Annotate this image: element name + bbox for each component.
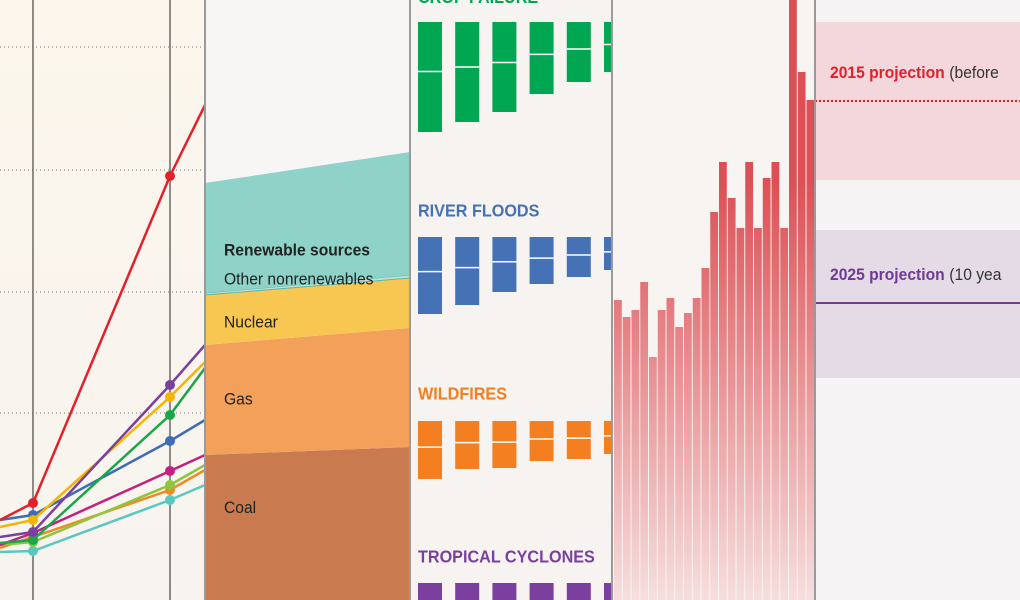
- series-label: Coal: [224, 499, 256, 518]
- bar: [604, 22, 612, 72]
- bar: [566, 22, 591, 82]
- chart-panel: Coal Gas Nuclear Other nonrenewables Renewab…: [205, 152, 410, 600]
- data-point: [165, 171, 175, 181]
- bar: [710, 212, 719, 600]
- area-segment: [205, 328, 410, 455]
- bar: [566, 583, 591, 600]
- bar: [736, 228, 745, 600]
- data-point: [165, 410, 175, 420]
- bar: [780, 228, 789, 600]
- bar: [604, 237, 612, 270]
- projection-label: 2025 projection (10 yea: [830, 266, 1002, 285]
- bar: [529, 237, 554, 284]
- bar: [529, 421, 554, 461]
- series-label: Other nonrenewables: [224, 270, 373, 289]
- area-segment: [205, 447, 410, 600]
- bar: [418, 421, 442, 479]
- bar: [684, 313, 692, 600]
- series-line: [0, 463, 205, 547]
- bar: [692, 298, 701, 600]
- bar: [455, 22, 480, 122]
- projection-band: [815, 22, 1020, 180]
- bar: [614, 300, 622, 600]
- bar: [492, 22, 517, 112]
- bar: [640, 282, 649, 600]
- chart-panel: [614, 0, 815, 600]
- series-line: [0, 104, 205, 522]
- data-point: [28, 527, 38, 537]
- panel-title: WILDFIRES: [418, 384, 507, 404]
- panel-bg: [0, 0, 205, 600]
- panel-separators: [204, 0, 816, 600]
- bar: [657, 310, 666, 600]
- bar: [666, 298, 675, 600]
- area-segment: [205, 278, 410, 345]
- panel-title: RIVER FLOODS: [418, 201, 539, 221]
- bar: [806, 100, 815, 600]
- bar: [418, 22, 442, 132]
- bar: [675, 327, 684, 600]
- chart-panel: [0, 46, 205, 556]
- data-point: [165, 480, 175, 490]
- series-label: Renewable sources: [224, 241, 370, 260]
- data-point: [165, 436, 175, 446]
- bar: [455, 421, 480, 469]
- bar: [762, 178, 771, 600]
- bar: [418, 237, 442, 314]
- series-label: Gas: [224, 390, 253, 409]
- bar: [529, 583, 554, 600]
- bar: [727, 198, 736, 600]
- bar: [492, 421, 517, 468]
- data-point: [28, 535, 38, 545]
- series-line: [0, 344, 205, 539]
- panel-title: CROP FAILURE: [418, 0, 538, 7]
- projection-note: (10 yea: [949, 266, 1002, 285]
- area-segment: [205, 152, 410, 293]
- bar: [754, 228, 762, 600]
- chart-panel: CROP FAILURE RIVER FLOODS WILDFIRES TROPICA…: [418, 0, 612, 600]
- bar: [622, 317, 631, 600]
- series-line: [0, 367, 205, 545]
- data-point: [28, 515, 38, 525]
- series-line: [0, 483, 205, 554]
- projection-title: 2015 projection: [830, 64, 945, 83]
- series-label: Nuclear: [224, 313, 278, 332]
- bar: [701, 268, 710, 600]
- chart-panel: 2015 projection (before 2025 projection (10…: [815, 22, 1020, 378]
- bar: [631, 310, 640, 600]
- bar: [418, 583, 442, 600]
- bar: [789, 0, 797, 600]
- data-point: [165, 392, 175, 402]
- data-point: [165, 466, 175, 476]
- data-point: [165, 380, 175, 390]
- projection-title: 2025 projection: [830, 266, 945, 285]
- bar: [771, 162, 780, 600]
- bar: [797, 72, 806, 600]
- bar: [492, 583, 517, 600]
- bar: [455, 583, 480, 600]
- data-point: [28, 498, 38, 508]
- bar: [604, 421, 612, 454]
- bar: [719, 162, 727, 600]
- bar: [745, 162, 754, 600]
- series-line: [0, 453, 205, 547]
- bar: [566, 237, 591, 277]
- panel-title: TROPICAL CYCLONES: [418, 547, 595, 567]
- projection-label: 2015 projection (before: [830, 64, 999, 83]
- bar: [455, 237, 480, 305]
- projection-note: (before: [949, 64, 999, 83]
- data-point: [28, 546, 38, 556]
- bar: [566, 421, 591, 459]
- data-point: [165, 495, 175, 505]
- bar: [492, 237, 517, 292]
- panel-bg: [815, 0, 1020, 600]
- bar: [649, 357, 657, 600]
- bar: [604, 583, 612, 600]
- bar: [529, 22, 554, 94]
